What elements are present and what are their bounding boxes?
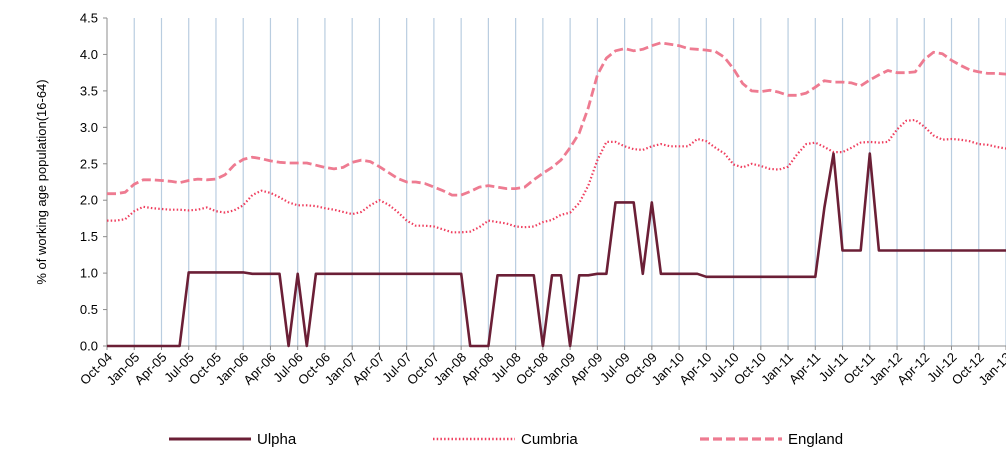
- y-axis-label: % of working age population(16-64): [34, 79, 49, 284]
- legend-label-cumbria: Cumbria: [521, 431, 578, 448]
- axes: [106, 18, 1006, 347]
- y-axis-ticks: 0.0 0.5 1.0 1.5 2.0 2.5 3.0 3.5 4.0 4.5: [80, 11, 107, 354]
- y-tick-label: 3.5: [80, 83, 98, 98]
- x-axis-ticks: Oct-04Jan-05Apr-05Jul-05Oct-05Jan-06Apr-…: [77, 346, 1006, 388]
- y-tick-label: 4.0: [80, 47, 98, 62]
- y-tick-label: 3.0: [80, 120, 98, 135]
- series-line-ulpha: [107, 152, 1006, 348]
- x-tick-label: Apr-11: [786, 350, 824, 388]
- y-tick-label: 1.5: [80, 229, 98, 244]
- series-lines: [107, 41, 1006, 348]
- y-tick-label: 1.0: [80, 266, 98, 281]
- gridlines: [133, 18, 1006, 346]
- series-line-cumbria: [107, 118, 1006, 234]
- legend: Ulpha Cumbria England: [169, 431, 843, 448]
- y-tick-label: 0.0: [80, 339, 98, 354]
- series-line-england: [107, 41, 1006, 197]
- y-tick-label: 2.0: [80, 193, 98, 208]
- legend-label-ulpha: Ulpha: [257, 431, 297, 448]
- legend-label-england: England: [788, 431, 843, 448]
- y-tick-label: 2.5: [80, 156, 98, 171]
- y-tick-label: 0.5: [80, 302, 98, 317]
- y-tick-label: 4.5: [80, 11, 98, 26]
